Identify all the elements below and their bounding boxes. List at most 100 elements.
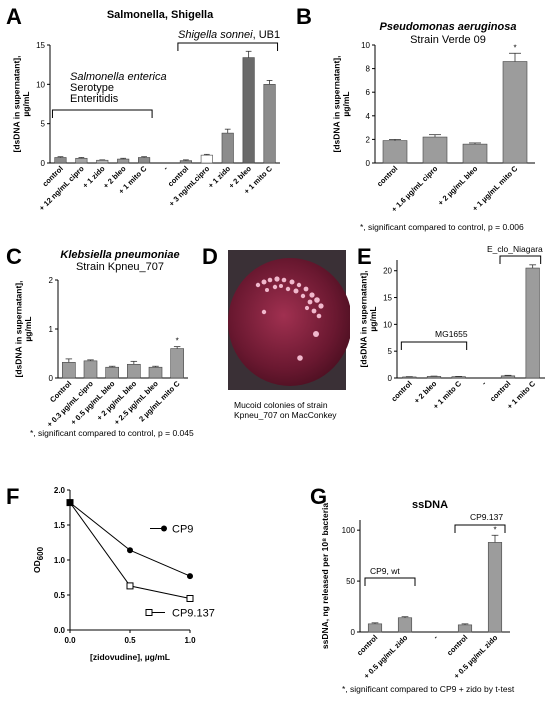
bar <box>462 143 488 164</box>
label-sonnei: Shigella sonnei, UB1 <box>178 29 280 41</box>
y-tick-label: 1.5 <box>54 521 66 530</box>
chart-title: Salmonella, Shigella <box>107 9 214 21</box>
x-category-label: - <box>161 164 169 172</box>
bar <box>402 376 417 379</box>
label-enterica: Salmonella enterica <box>70 71 167 83</box>
y-tick-label: 0.0 <box>54 626 66 635</box>
y-tick-label: 0 <box>388 374 393 383</box>
x-axis-label: [zidovudine], µg/mL <box>90 652 170 662</box>
y-tick-label: 6 <box>366 88 371 97</box>
y-tick-label: 2 <box>366 135 371 144</box>
bar <box>170 348 184 379</box>
data-point <box>186 595 194 602</box>
panel-a: A Salmonella, Shigella 0 5 10 15 [dsDNA in s… <box>0 0 285 235</box>
panel-g-chart: G ssDNA 0 50 100 ssDNA, ng released per 10⁸… <box>310 484 515 694</box>
bar <box>426 376 442 379</box>
chart-subtitle: Strain Kpneu_707 <box>76 261 164 273</box>
label-cp9-137: CP9.137 <box>470 512 503 522</box>
significance-note: *, significant compared to control, p = … <box>360 222 524 232</box>
bar <box>457 624 473 633</box>
panel-c: C Klebsiella pneumoniae Strain Kpneu_707… <box>0 240 200 440</box>
bar <box>397 617 413 633</box>
bar <box>138 157 151 164</box>
bar <box>487 542 503 633</box>
group-bracket <box>454 524 506 533</box>
panel-letter: G <box>310 484 327 509</box>
x-category-label: control <box>375 164 399 188</box>
agar-plate <box>228 258 350 386</box>
panel-d-figure: D Mucoid colonies of strain Kpn <box>202 244 350 420</box>
y-axis-label-main: OD <box>32 560 42 573</box>
y-axis-label: ssDNA, ng released per 10⁸ bacteria <box>320 503 330 649</box>
y-tick-label: 100 <box>342 526 356 535</box>
photo-caption-line2: Kpneu_707 on MacConkey <box>234 410 337 420</box>
bar <box>242 57 255 164</box>
y-tick-label: 8 <box>366 65 371 74</box>
panel-b-chart: B Pseudomonas aeruginosa Strain Verde 09… <box>296 4 535 232</box>
panel-letter: A <box>6 4 22 29</box>
panel-f-chart: F 0.0 0.5 1.0 1.5 2.0 0.0 0.5 1.0 [zidovudine], … <box>6 484 215 662</box>
y-tick-label: 2 <box>49 276 54 285</box>
significance-note: *, significant compared to control, p = … <box>30 428 194 438</box>
panel-g: G ssDNA 0 50 100 ssDNA, ng released per 10⁸… <box>300 470 550 703</box>
y-axis-label-line: [dsDNA in supernatant], <box>331 56 341 153</box>
bar <box>62 362 76 379</box>
y-axis-label-line: [dsDNA in supernatant], <box>11 56 21 153</box>
panel-d: D Mucoid colonies of strain Kpn <box>200 240 350 440</box>
y-axis-label-line: µg/mL <box>23 316 33 341</box>
data-point <box>127 547 133 554</box>
panel-c-chart: C Klebsiella pneumoniae Strain Kpneu_707… <box>6 244 194 438</box>
label-mg1655: MG1655 <box>435 329 468 339</box>
bar <box>179 160 192 164</box>
bar <box>502 61 528 164</box>
y-tick-label: 50 <box>346 577 355 586</box>
bar <box>263 84 276 164</box>
x-tick-label: 1.0 <box>184 636 196 645</box>
bar <box>221 132 234 164</box>
y-tick-label: 2.0 <box>54 486 66 495</box>
group-bracket <box>177 42 279 51</box>
chart-title: Klebsiella pneumoniae <box>60 249 179 261</box>
bar <box>148 366 163 379</box>
y-axis-label: [dsDNA in supernatant],µg/mL <box>13 281 33 378</box>
label-sonnei-name: Shigella sonnei <box>178 29 253 41</box>
bar <box>96 159 109 164</box>
bar <box>105 366 119 379</box>
label-serotype: Serotype <box>70 82 114 94</box>
panel-letter: D <box>202 244 218 269</box>
x-category-label: control <box>389 379 413 403</box>
x-category-label: - <box>431 633 439 641</box>
panel-e-chart: E 0 5 10 15 20 [dsDNA in supernatant],µg/mL co… <box>357 244 545 411</box>
panel-a-chart: A Salmonella, Shigella 0 5 10 15 [dsDNA in s… <box>6 4 280 213</box>
y-tick-label: 10 <box>383 320 392 329</box>
y-tick-label: 0 <box>41 159 46 168</box>
y-tick-label: 0 <box>351 628 356 637</box>
y-axis-label-sub: 600 <box>36 546 45 560</box>
label-e-clo-niagara: E_clo_Niagara <box>487 244 543 254</box>
y-axis-label-line: µg/mL <box>368 306 378 331</box>
legend-label: CP9.137 <box>172 608 215 620</box>
bar <box>83 360 98 379</box>
x-category-label: + 2 µg/mL bleo <box>436 164 480 208</box>
y-tick-label: 0.5 <box>54 591 66 600</box>
panel-letter: E <box>357 244 372 269</box>
bar <box>200 154 213 164</box>
panel-letter: B <box>296 4 312 29</box>
chart-title: Pseudomonas aeruginosa <box>380 21 517 33</box>
significance-star: * <box>176 337 179 346</box>
group-bracket <box>400 341 468 350</box>
x-category-label: control <box>445 633 469 657</box>
y-tick-label: 10 <box>361 41 370 50</box>
label-ub1: , UB1 <box>253 29 281 41</box>
plot-area: 0.0 0.5 1.0 1.5 2.0 0.0 0.5 1.0 [zidovudine], µg… <box>32 486 215 662</box>
y-tick-label: 15 <box>36 41 45 50</box>
group-bracket <box>499 255 542 264</box>
y-axis-label-line: [dsDNA in supernatant], <box>358 271 368 368</box>
group-bracket <box>364 577 416 586</box>
series-line <box>69 502 191 577</box>
bar <box>422 136 448 164</box>
bar <box>525 267 540 379</box>
significance-note: *, significant compared to CP9 + zido by… <box>342 684 515 694</box>
plot-area: 012[dsDNA in supernatant],µg/mLControl+ … <box>13 276 188 429</box>
